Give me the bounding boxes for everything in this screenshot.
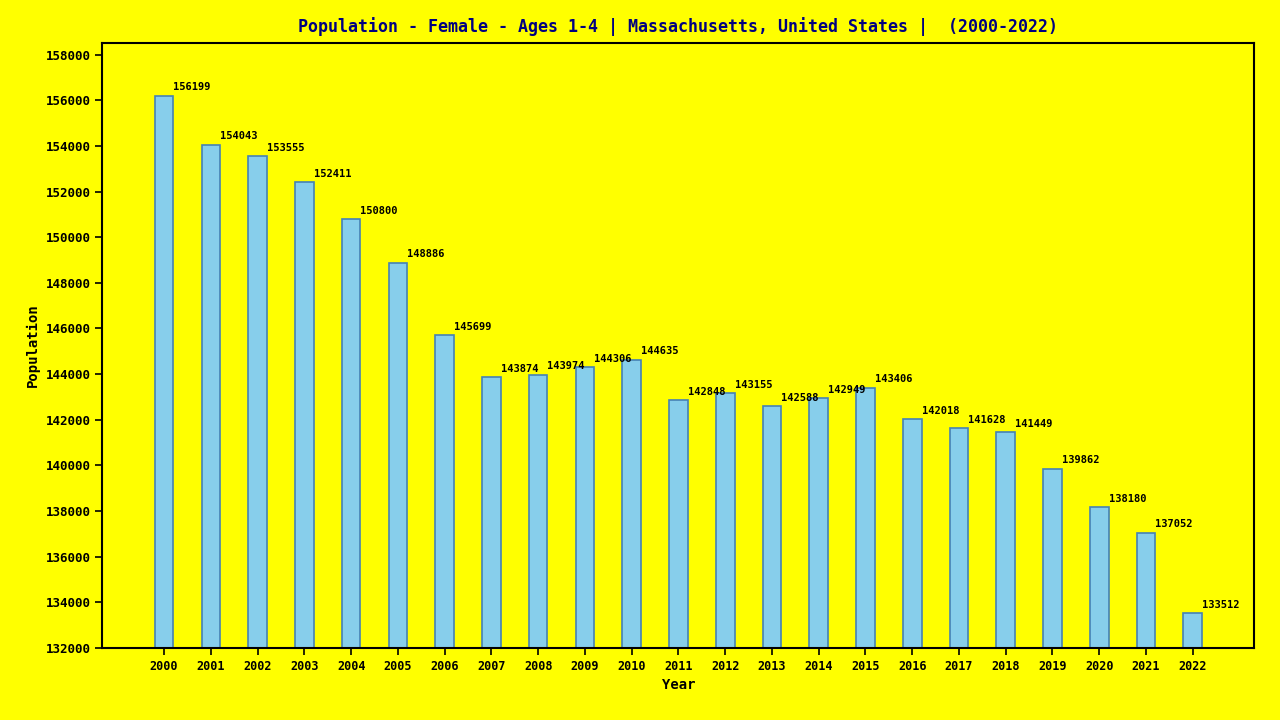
Bar (950, 428, 968, 648)
Title: Population - Female - Ages 1-4 | Massachusetts, United States |  (2000-2022): Population - Female - Ages 1-4 | Massach… (298, 17, 1059, 36)
Text: 144306: 144306 (594, 354, 632, 364)
Bar (763, 406, 781, 648)
Bar (435, 336, 454, 648)
Text: 133512: 133512 (1202, 600, 1239, 610)
Text: 153555: 153555 (268, 143, 305, 153)
X-axis label: Year: Year (662, 678, 695, 693)
Text: 137052: 137052 (1156, 519, 1193, 529)
Text: 142848: 142848 (687, 387, 726, 397)
Text: 142018: 142018 (922, 406, 959, 416)
Bar (716, 393, 735, 648)
Bar (1089, 507, 1108, 648)
Bar (1043, 469, 1062, 648)
Bar (1183, 613, 1202, 648)
Text: 139862: 139862 (1062, 455, 1100, 465)
Text: 143874: 143874 (500, 364, 538, 374)
Y-axis label: Population: Population (26, 304, 40, 387)
Bar (201, 145, 220, 648)
Bar (622, 359, 641, 648)
Bar (669, 400, 687, 648)
Text: 144635: 144635 (641, 346, 678, 356)
Bar (155, 96, 174, 648)
Bar (809, 398, 828, 648)
Text: 154043: 154043 (220, 132, 257, 142)
Text: 145699: 145699 (454, 322, 492, 332)
Text: 141628: 141628 (968, 415, 1006, 425)
Bar (856, 387, 874, 648)
Text: 141449: 141449 (1015, 419, 1052, 429)
Bar (1137, 533, 1156, 648)
Bar (576, 367, 594, 648)
Text: 142949: 142949 (828, 384, 865, 395)
Text: 148886: 148886 (407, 249, 444, 259)
Bar (996, 432, 1015, 648)
Bar (483, 377, 500, 648)
Text: 142588: 142588 (781, 393, 819, 403)
Text: 143155: 143155 (735, 380, 772, 390)
Bar (529, 374, 548, 648)
Bar (248, 156, 268, 648)
Text: 143974: 143974 (548, 361, 585, 372)
Bar (389, 263, 407, 648)
Text: 152411: 152411 (314, 168, 351, 179)
Text: 143406: 143406 (874, 374, 913, 384)
Text: 150800: 150800 (361, 205, 398, 215)
Bar (342, 219, 361, 648)
Text: 138180: 138180 (1108, 493, 1146, 503)
Bar (902, 419, 922, 648)
Bar (294, 182, 314, 648)
Text: 156199: 156199 (174, 82, 211, 92)
